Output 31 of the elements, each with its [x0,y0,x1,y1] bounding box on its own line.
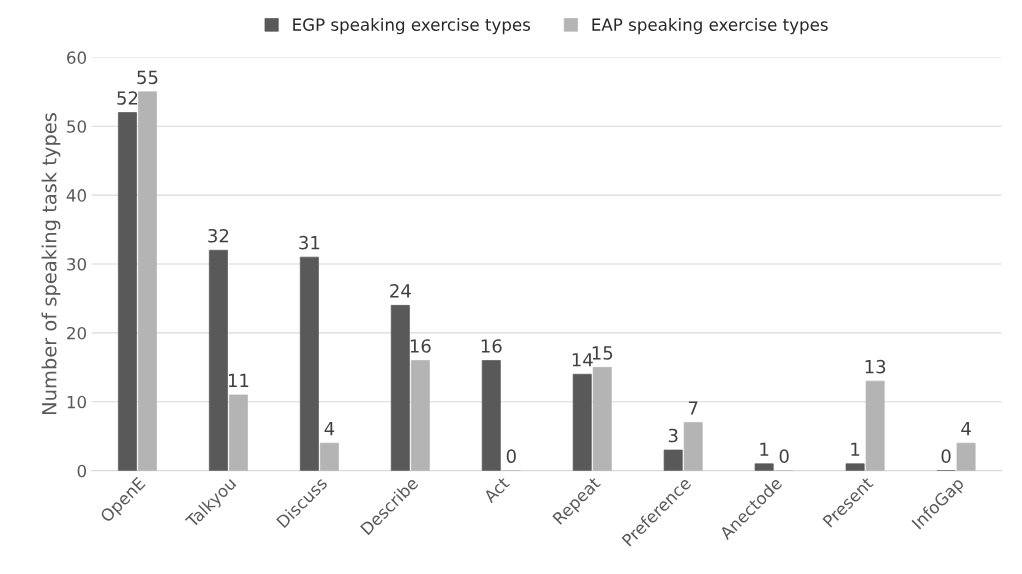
y-tick-label: 60 [67,51,87,64]
data-label: 13 [865,359,886,374]
data-label: 52 [117,91,138,105]
data-label: 32 [208,228,229,243]
data-label: 14 [572,353,593,367]
y-tick-label: 50 [67,120,87,133]
data-label: 1 [851,442,860,456]
data-label: 16 [410,339,431,353]
data-label: 0 [779,449,789,464]
y-tick-label: 30 [67,258,87,271]
y-tick-label: 20 [67,326,87,340]
y-axis-title: Number of speaking task types [41,113,61,415]
data-label: 0 [506,449,516,464]
data-label: 3 [668,428,678,443]
data-label: 1 [760,442,769,456]
legend-label: EAP speaking exercise types [592,18,828,35]
y-tick-label: 40 [66,189,87,202]
data-label: 31 [299,235,320,250]
y-tick-label: 0 [77,464,87,478]
data-label: 7 [688,401,698,415]
data-label: 11 [228,373,249,387]
data-label: 4 [961,422,971,436]
data-label: 55 [137,70,158,85]
data-label: 0 [941,449,951,464]
data-label: 16 [481,339,502,353]
data-label: 4 [324,422,335,436]
y-tick-label: 10 [67,395,87,409]
data-label: 24 [390,284,411,298]
x-tick-label: Act [482,476,511,504]
data-label: 15 [592,346,613,360]
legend-label: EGP speaking exercise types [293,18,531,35]
